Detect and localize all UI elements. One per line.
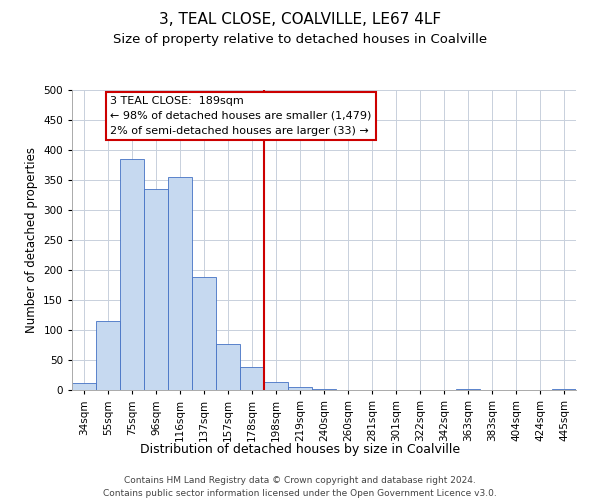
Y-axis label: Number of detached properties: Number of detached properties (25, 147, 38, 333)
Text: Distribution of detached houses by size in Coalville: Distribution of detached houses by size … (140, 442, 460, 456)
Text: Size of property relative to detached houses in Coalville: Size of property relative to detached ho… (113, 32, 487, 46)
Bar (264, 382, 288, 390)
Text: Contains HM Land Registry data © Crown copyright and database right 2024.
Contai: Contains HM Land Registry data © Crown c… (103, 476, 497, 498)
Bar (216, 344, 240, 390)
Bar (168, 177, 192, 390)
Bar (96, 321, 120, 390)
Bar (120, 159, 144, 390)
Text: 3 TEAL CLOSE:  189sqm
← 98% of detached houses are smaller (1,479)
2% of semi-de: 3 TEAL CLOSE: 189sqm ← 98% of detached h… (110, 96, 372, 136)
Bar (240, 366, 264, 390)
Bar (192, 277, 216, 390)
Text: 3, TEAL CLOSE, COALVILLE, LE67 4LF: 3, TEAL CLOSE, COALVILLE, LE67 4LF (159, 12, 441, 28)
Bar (288, 387, 312, 390)
Bar (72, 383, 96, 390)
Bar (144, 189, 168, 390)
